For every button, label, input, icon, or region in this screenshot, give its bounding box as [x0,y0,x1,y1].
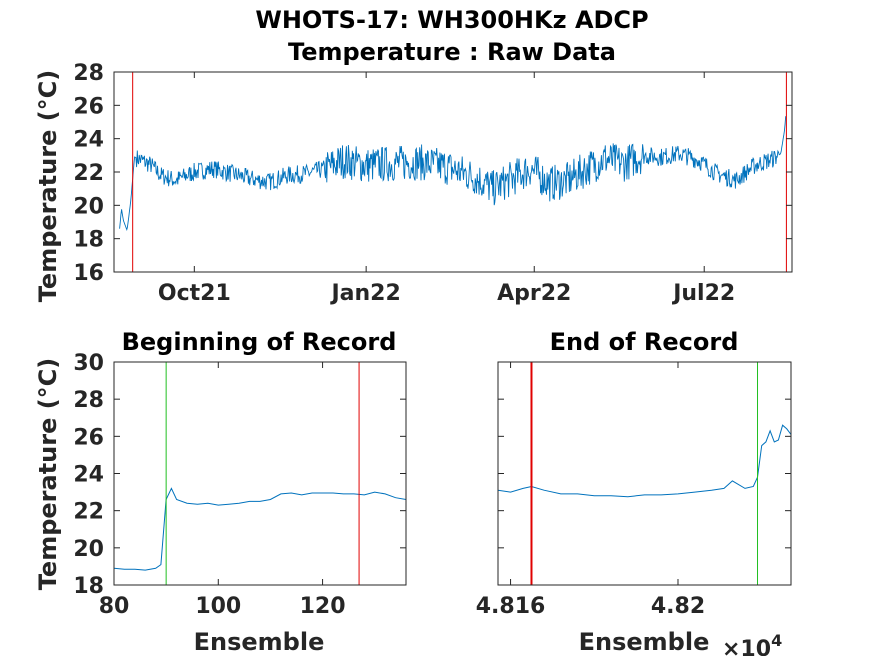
bottom-left-title: Beginning of Record [122,328,397,356]
top-series-line [119,116,787,232]
exponent-base: ×10 [722,637,771,656]
bottom-left-marker-layer [165,362,360,585]
bottom-left-axes-box [113,361,407,586]
bottom-right-marker-layer [530,362,759,585]
bottom-right-title: End of Record [550,328,739,356]
top-xtick-label: Apr22 [497,281,571,306]
bottom-left-ytick-label: 20 [73,537,104,562]
bottom-left-axes: 18 20 22 24 26 28 30 80 100 120 [73,351,407,619]
top-xtick-label: Jan22 [329,281,400,306]
bottom-left-ylabel: Temperature (°C) [34,358,62,591]
figure-title-line1: WHOTS-17: WH300HKz ADCP [255,6,648,34]
bottom-right-axes: 4.816 4.82 [476,361,792,619]
bottom-left-ytick-label: 24 [73,463,104,488]
figure-title-line2: Temperature : Raw Data [288,38,616,66]
bottom-left-ytick-label: 26 [73,425,104,450]
bottom-left-ytick-label: 30 [73,351,104,376]
bottom-right-series-line [497,424,792,498]
bottom-left-xtick-label: 120 [300,594,346,619]
top-axes: 16 18 20 22 24 26 28 Oct21 Jan22 Apr22 Jul22 [73,61,793,306]
top-xtick-label: Jul22 [671,281,735,306]
bottom-right-xtick-label: 4.816 [476,594,546,619]
bottom-right-series-layer [497,424,792,498]
bottom-left-series-line [113,487,407,571]
bottom-left-xtick-label: 80 [99,594,130,619]
top-ytick-label: 24 [73,128,104,153]
top-series-layer [119,116,787,232]
top-xtick-label: Oct21 [158,281,231,306]
top-panel: 16 18 20 22 24 26 28 Oct21 Jan22 Apr22 Jul22 Tempe… [34,61,793,306]
bottom-left-ytick-label: 22 [73,500,104,525]
bottom-left-xlabel: Ensemble [194,628,325,656]
top-ytick-label: 20 [73,194,104,219]
bottom-right-panel: End of Record 4.816 4.82 Ensemble ×104 [476,328,792,656]
bottom-right-xlabel: Ensemble [579,628,710,656]
bottom-right-xtick-label: 4.82 [651,594,705,619]
bottom-left-xtick-label: 100 [195,594,241,619]
exponent-power: 4 [771,631,782,650]
top-ylabel: Temperature (°C) [34,70,62,303]
bottom-left-series-layer [113,487,407,571]
bottom-right-x-exponent: ×104 [722,631,782,656]
top-ytick-label: 26 [73,94,104,119]
top-ytick-label: 18 [73,228,104,253]
bottom-right-axes-box [497,361,792,586]
top-ytick-label: 22 [73,161,104,186]
bottom-left-ytick-label: 18 [73,574,104,599]
bottom-left-ytick-label: 28 [73,388,104,413]
top-ytick-label: 16 [73,261,104,286]
top-ytick-label: 28 [73,61,104,86]
